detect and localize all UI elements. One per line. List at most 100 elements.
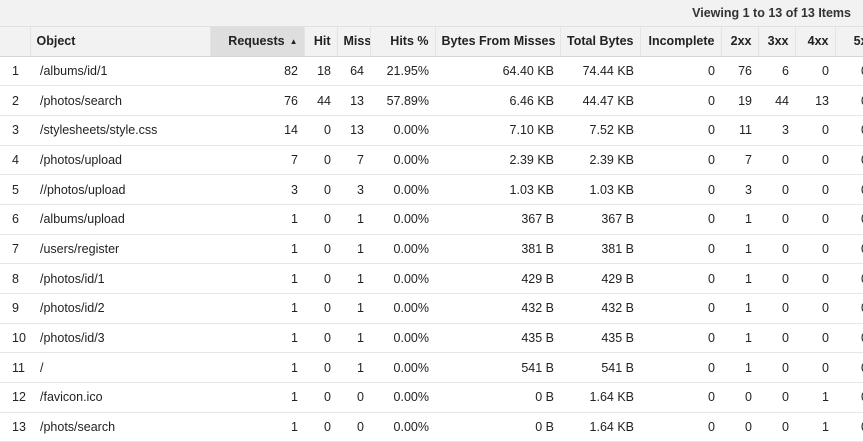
cell-5xx: 0 — [835, 56, 863, 87]
cell-object: /stylesheets/style.css — [30, 115, 210, 146]
col-header-miss[interactable]: Miss — [337, 27, 371, 57]
cell-incomplete: 0 — [640, 263, 721, 294]
cell-5xx: 0 — [835, 352, 863, 384]
table-row[interactable]: 1/albums/id/1 82 18 64 21.95% 64.40 KB 74.44 K… — [0, 56, 863, 87]
cell-miss: 13 — [337, 85, 370, 116]
col-header-3xx[interactable]: 3xx — [758, 27, 796, 57]
cell-2xx: 3 — [721, 174, 758, 205]
cell-3xx: 0 — [758, 204, 795, 235]
cell-5xx: 0 — [835, 174, 863, 205]
cell-incomplete: 0 — [640, 85, 721, 116]
cell-4xx: 1 — [795, 412, 835, 442]
cell-3xx: 3 — [758, 115, 795, 146]
cell-index: 9 — [0, 293, 30, 324]
cell-miss: 13 — [337, 115, 370, 146]
cell-incomplete: 0 — [640, 56, 721, 87]
cell-3xx: 44 — [758, 85, 795, 116]
cell-object: //photos/upload — [30, 174, 210, 205]
col-header-2xx[interactable]: 2xx — [721, 27, 759, 57]
cell-3xx: 0 — [758, 263, 795, 294]
cell-4xx: 1 — [795, 382, 835, 413]
cell-3xx: 0 — [758, 382, 795, 413]
cell-index: 11 — [0, 352, 30, 384]
col-header-object[interactable]: Object — [30, 27, 211, 57]
cell-3xx: 0 — [758, 323, 795, 354]
cell-object: /albums/upload — [30, 204, 210, 235]
cell-5xx: 0 — [835, 234, 863, 265]
cell-bytes-from-misses: 6.46 KB — [435, 85, 560, 116]
col-header-5xx[interactable]: 5x — [835, 27, 863, 57]
col-header-4xx[interactable]: 4xx — [795, 27, 836, 57]
table-header-row: Object Requests ▲ Hit Miss Hits % Bytes F… — [0, 27, 863, 57]
col-header-requests-label: Requests — [228, 34, 285, 49]
cell-object: /photos/id/3 — [30, 323, 210, 354]
cell-total-bytes: 381 B — [560, 234, 640, 265]
cell-bytes-from-misses: 541 B — [435, 352, 560, 384]
cell-index: 12 — [0, 382, 30, 413]
cell-object: / — [30, 352, 210, 384]
viewing-count: Viewing 1 to 13 of 13 Items — [692, 6, 851, 20]
cell-hit: 0 — [304, 145, 337, 176]
cell-hits-percent: 57.89% — [370, 85, 435, 116]
cell-index: 6 — [0, 204, 30, 235]
cell-bytes-from-misses: 432 B — [435, 293, 560, 324]
cell-requests: 14 — [210, 115, 304, 146]
cell-incomplete: 0 — [640, 352, 721, 384]
cell-total-bytes: 541 B — [560, 352, 640, 384]
cell-3xx: 0 — [758, 174, 795, 205]
cell-hits-percent: 0.00% — [370, 115, 435, 146]
cell-object: /favicon.ico — [30, 382, 210, 413]
cell-index: 13 — [0, 412, 30, 442]
cell-hits-percent: 0.00% — [370, 204, 435, 235]
cell-object: /photos/upload — [30, 145, 210, 176]
cell-total-bytes: 1.03 KB — [560, 174, 640, 205]
cell-total-bytes: 429 B — [560, 263, 640, 294]
cell-2xx: 1 — [721, 234, 758, 265]
table-row[interactable]: 3/stylesheets/style.css 14 0 13 0.00% 7.10 KB… — [0, 115, 863, 146]
cell-requests: 1 — [210, 204, 304, 235]
table-row[interactable]: 2/photos/search 76 44 13 57.89% 6.46 KB 44.47 … — [0, 85, 863, 116]
cell-hits-percent: 0.00% — [370, 382, 435, 413]
cell-2xx: 76 — [721, 56, 758, 87]
cell-object: /phots/search — [30, 412, 210, 442]
cell-object: /photos/search — [30, 85, 210, 116]
col-header-index — [0, 27, 31, 57]
cell-bytes-from-misses: 435 B — [435, 323, 560, 354]
cell-bytes-from-misses: 7.10 KB — [435, 115, 560, 146]
col-header-hit[interactable]: Hit — [304, 27, 338, 57]
stats-table: Object Requests ▲ Hit Miss Hits % Bytes F… — [0, 27, 863, 442]
cell-incomplete: 0 — [640, 382, 721, 413]
cell-4xx: 0 — [795, 145, 835, 176]
cell-miss: 1 — [337, 293, 370, 324]
table-row[interactable]: 4/photos/upload 7 0 7 0.00% 2.39 KB 2.39 KB 0 7 0… — [0, 145, 863, 176]
cell-bytes-from-misses: 381 B — [435, 234, 560, 265]
cell-2xx: 0 — [721, 382, 758, 413]
cell-hit: 0 — [304, 263, 337, 294]
col-header-total-bytes[interactable]: Total Bytes — [560, 27, 641, 57]
cell-total-bytes: 435 B — [560, 323, 640, 354]
cell-5xx: 0 — [835, 382, 863, 413]
cell-miss: 1 — [337, 263, 370, 294]
cell-requests: 1 — [210, 293, 304, 324]
table-row[interactable]: 5//photos/upload 3 0 3 0.00% 1.03 KB 1.03 KB 0 3… — [0, 174, 863, 205]
col-header-bytes-from-misses[interactable]: Bytes From Misses — [435, 27, 561, 57]
col-header-hits-percent[interactable]: Hits % — [370, 27, 436, 57]
cell-2xx: 0 — [721, 412, 758, 442]
cell-hits-percent: 0.00% — [370, 145, 435, 176]
cell-3xx: 0 — [758, 352, 795, 384]
cell-total-bytes: 44.47 KB — [560, 85, 640, 116]
col-header-requests[interactable]: Requests ▲ — [210, 27, 305, 57]
cell-requests: 3 — [210, 174, 304, 205]
cell-4xx: 0 — [795, 174, 835, 205]
cell-2xx: 1 — [721, 352, 758, 384]
cell-incomplete: 0 — [640, 293, 721, 324]
col-header-incomplete[interactable]: Incomplete — [640, 27, 722, 57]
